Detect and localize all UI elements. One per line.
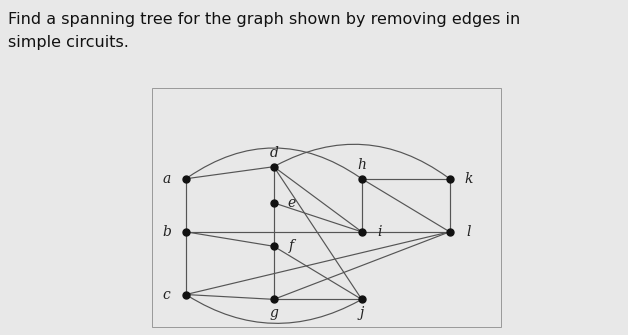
Text: simple circuits.: simple circuits. [8,35,128,50]
Text: Find a spanning tree for the graph shown by removing edges in: Find a spanning tree for the graph shown… [8,12,520,27]
Text: f: f [289,239,294,253]
Text: j: j [360,306,364,320]
Text: g: g [269,306,278,320]
Text: l: l [467,225,471,239]
Text: c: c [163,287,170,302]
FancyArrowPatch shape [188,296,359,323]
FancyArrowPatch shape [188,148,359,177]
Text: k: k [465,172,473,186]
FancyArrowPatch shape [276,144,447,177]
Text: a: a [163,172,171,186]
Text: d: d [269,146,278,160]
Text: h: h [357,158,366,173]
Text: b: b [162,225,171,239]
Text: i: i [377,225,382,239]
Text: e: e [287,196,296,210]
